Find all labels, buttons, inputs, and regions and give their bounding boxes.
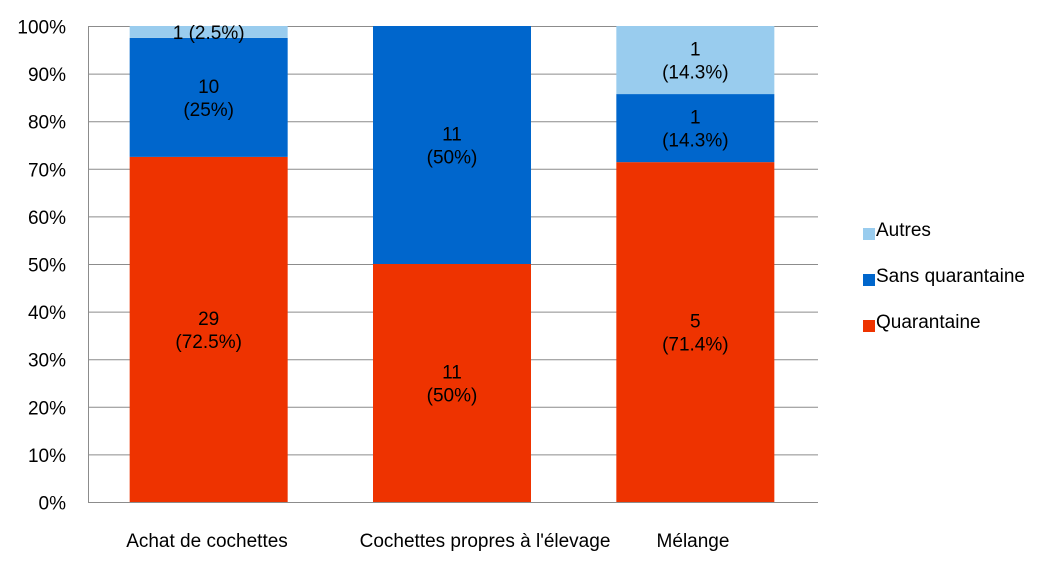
bar-segment <box>373 26 531 264</box>
data-label: (14.3%) <box>662 131 729 152</box>
y-tick-label: 60% <box>28 208 66 229</box>
y-tick-label: 50% <box>28 256 66 277</box>
x-tick-label: Cochettes propres à l'élevage <box>360 531 611 552</box>
data-label: (50%) <box>427 148 478 169</box>
bars: 29(72.5%)10(25%)1 (2.5%)11(50%)11(50%)5(… <box>129 23 775 503</box>
y-tick-label: 10% <box>28 446 66 467</box>
bar-segment <box>129 26 288 38</box>
data-label: (50%) <box>427 386 478 407</box>
x-tick-label: Achat de cochettes <box>126 531 288 552</box>
legend-swatch <box>863 274 875 286</box>
data-label: 5 <box>690 312 701 333</box>
y-tick-label: 40% <box>28 303 66 324</box>
y-tick-label: 0% <box>39 494 67 515</box>
x-tick-label: Mélange <box>657 531 730 552</box>
y-tick-label: 90% <box>28 65 66 86</box>
y-tick-label: 80% <box>28 113 66 134</box>
data-label: 11 <box>442 363 462 384</box>
data-label: 1 <box>690 108 701 129</box>
data-label: 10 <box>198 77 219 98</box>
y-tick-label: 30% <box>28 351 66 372</box>
bar-segment <box>616 94 775 163</box>
bar-segment <box>616 162 775 503</box>
data-label: (25%) <box>183 100 234 121</box>
legend-swatch <box>863 320 875 332</box>
y-tick-label: 20% <box>28 398 66 419</box>
y-axis-ticks: 0% 10% 20% 30% 40% 50% 60% 70% 80% 90% 100% <box>17 18 66 515</box>
bar-segment <box>616 26 775 95</box>
legend-swatch <box>863 228 875 240</box>
data-label: (72.5%) <box>175 332 242 353</box>
bar-segment <box>373 264 531 502</box>
data-label: 11 <box>442 125 462 146</box>
data-label: 1 <box>690 40 701 61</box>
bar-segment <box>129 156 288 502</box>
legend: Autres Sans quarantaine Quarantaine <box>863 220 1025 333</box>
data-label: 29 <box>198 309 219 330</box>
data-label: (14.3%) <box>662 63 729 84</box>
data-label: (71.4%) <box>662 335 729 356</box>
legend-label: Sans quarantaine <box>876 266 1025 287</box>
bar-segment <box>129 37 288 157</box>
y-tick-label: 100% <box>17 18 66 39</box>
legend-label: Autres <box>876 220 931 241</box>
y-tick-label: 70% <box>28 160 66 181</box>
x-axis-labels: Achat de cochettes Cochettes propres à l'… <box>126 531 729 552</box>
data-label: 1 (2.5%) <box>173 23 245 44</box>
legend-label: Quarantaine <box>876 312 981 333</box>
